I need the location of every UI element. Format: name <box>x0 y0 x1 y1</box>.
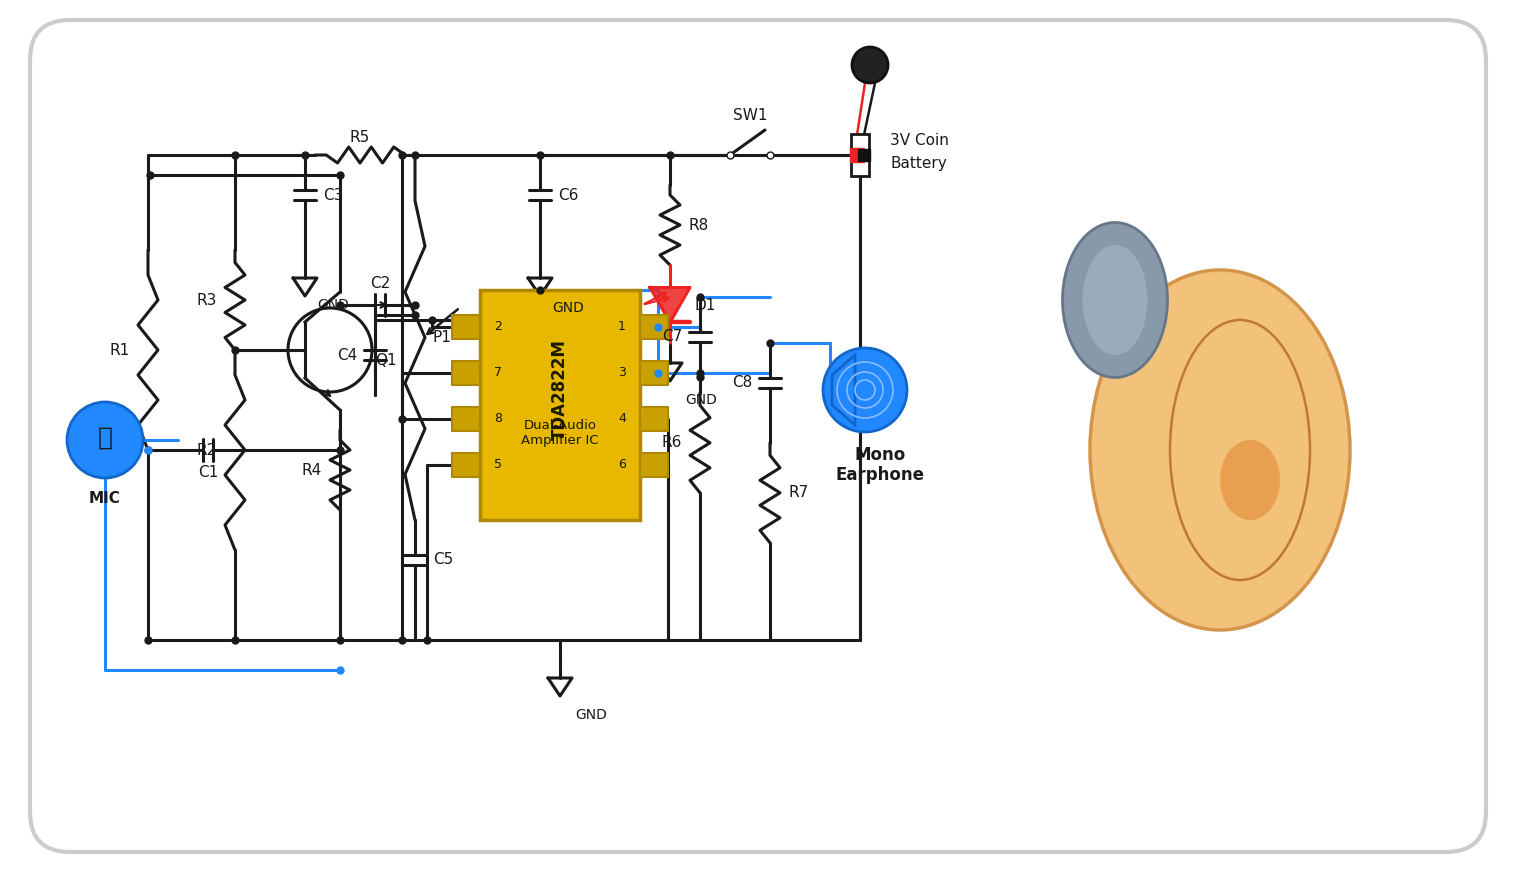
Text: 6: 6 <box>619 459 626 471</box>
FancyBboxPatch shape <box>640 407 669 431</box>
Text: C4: C4 <box>337 348 356 363</box>
Text: GND: GND <box>575 708 606 722</box>
Text: Battery: Battery <box>890 155 948 171</box>
Text: 7: 7 <box>494 366 502 379</box>
Text: 3V Coin: 3V Coin <box>890 133 949 147</box>
Text: R2: R2 <box>197 442 217 458</box>
Ellipse shape <box>1170 320 1310 580</box>
Text: GND: GND <box>552 301 584 315</box>
Text: R7: R7 <box>788 486 808 501</box>
Text: 🎙: 🎙 <box>97 426 112 450</box>
FancyBboxPatch shape <box>481 290 640 520</box>
FancyBboxPatch shape <box>452 407 481 431</box>
Text: C2: C2 <box>370 276 390 290</box>
Text: 2: 2 <box>494 320 502 333</box>
Polygon shape <box>832 355 855 425</box>
FancyBboxPatch shape <box>30 20 1486 852</box>
Text: Q1: Q1 <box>374 352 397 367</box>
FancyBboxPatch shape <box>640 361 669 385</box>
Text: MIC: MIC <box>89 490 121 506</box>
FancyBboxPatch shape <box>452 453 481 477</box>
Text: R8: R8 <box>688 217 708 233</box>
Text: R4: R4 <box>302 462 321 478</box>
Text: R6: R6 <box>661 435 682 450</box>
Text: 1: 1 <box>619 320 626 333</box>
Text: R1: R1 <box>109 343 130 358</box>
Ellipse shape <box>1220 440 1280 520</box>
Text: C1: C1 <box>199 465 218 480</box>
Text: C7: C7 <box>662 330 682 344</box>
Text: R3: R3 <box>197 292 217 308</box>
Ellipse shape <box>1063 222 1167 378</box>
Ellipse shape <box>1090 270 1351 630</box>
Circle shape <box>67 402 143 478</box>
Text: Mono
Earphone: Mono Earphone <box>835 446 925 485</box>
Text: D1: D1 <box>694 297 717 312</box>
FancyBboxPatch shape <box>452 361 481 385</box>
Circle shape <box>823 348 907 432</box>
Text: 8: 8 <box>494 412 502 426</box>
Text: SW1: SW1 <box>732 107 767 122</box>
Text: C8: C8 <box>732 375 752 391</box>
Text: GND: GND <box>685 393 717 407</box>
Text: 5: 5 <box>494 459 502 471</box>
Text: 4: 4 <box>619 412 626 426</box>
FancyBboxPatch shape <box>452 315 481 339</box>
Ellipse shape <box>1082 245 1148 355</box>
Text: P1: P1 <box>434 330 452 345</box>
Text: C6: C6 <box>558 187 579 202</box>
Circle shape <box>852 47 888 83</box>
Text: R5: R5 <box>350 130 370 145</box>
Text: C5: C5 <box>434 553 453 568</box>
FancyBboxPatch shape <box>850 134 869 176</box>
Text: Dual-Audio
Amplifier IC: Dual-Audio Amplifier IC <box>522 419 599 447</box>
Text: C3: C3 <box>323 187 344 202</box>
FancyBboxPatch shape <box>640 315 669 339</box>
Text: TDA2822M: TDA2822M <box>550 339 568 440</box>
Polygon shape <box>650 288 690 323</box>
Text: GND: GND <box>317 298 349 312</box>
FancyBboxPatch shape <box>640 453 669 477</box>
Text: 3: 3 <box>619 366 626 379</box>
